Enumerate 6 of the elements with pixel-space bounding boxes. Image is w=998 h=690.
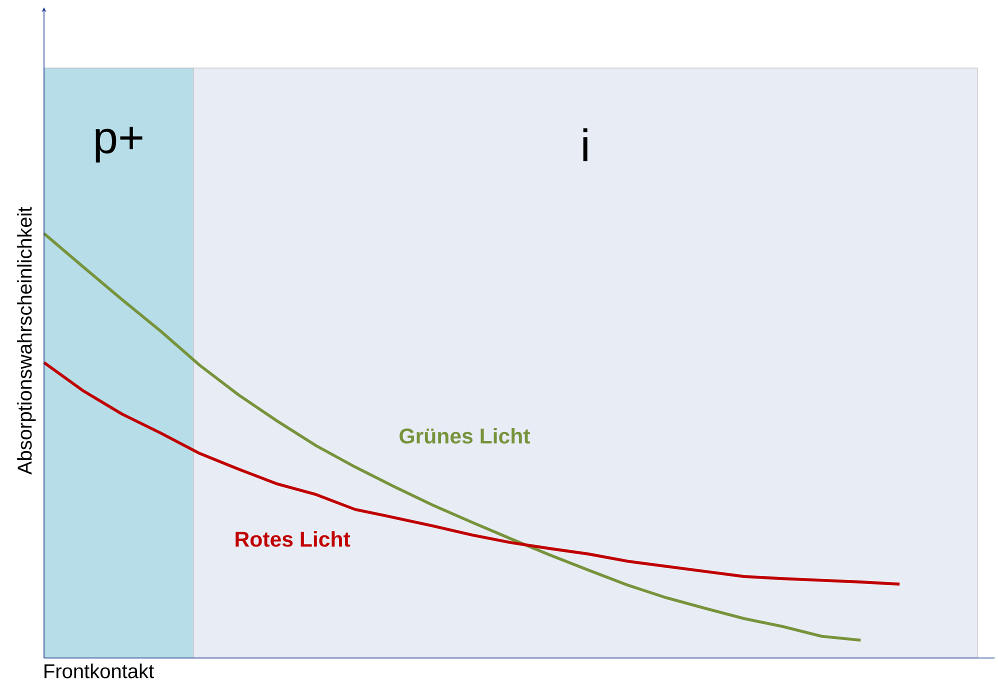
y-axis-title: Absorptionswahrscheinlichkeit <box>17 206 36 475</box>
series-label: Rotes Licht <box>236 531 350 547</box>
text: i <box>583 128 588 162</box>
x-axis-title: Frontkontakt <box>44 664 154 678</box>
series-label: Grünes Licht <box>400 428 530 444</box>
text: p+ <box>96 126 142 162</box>
